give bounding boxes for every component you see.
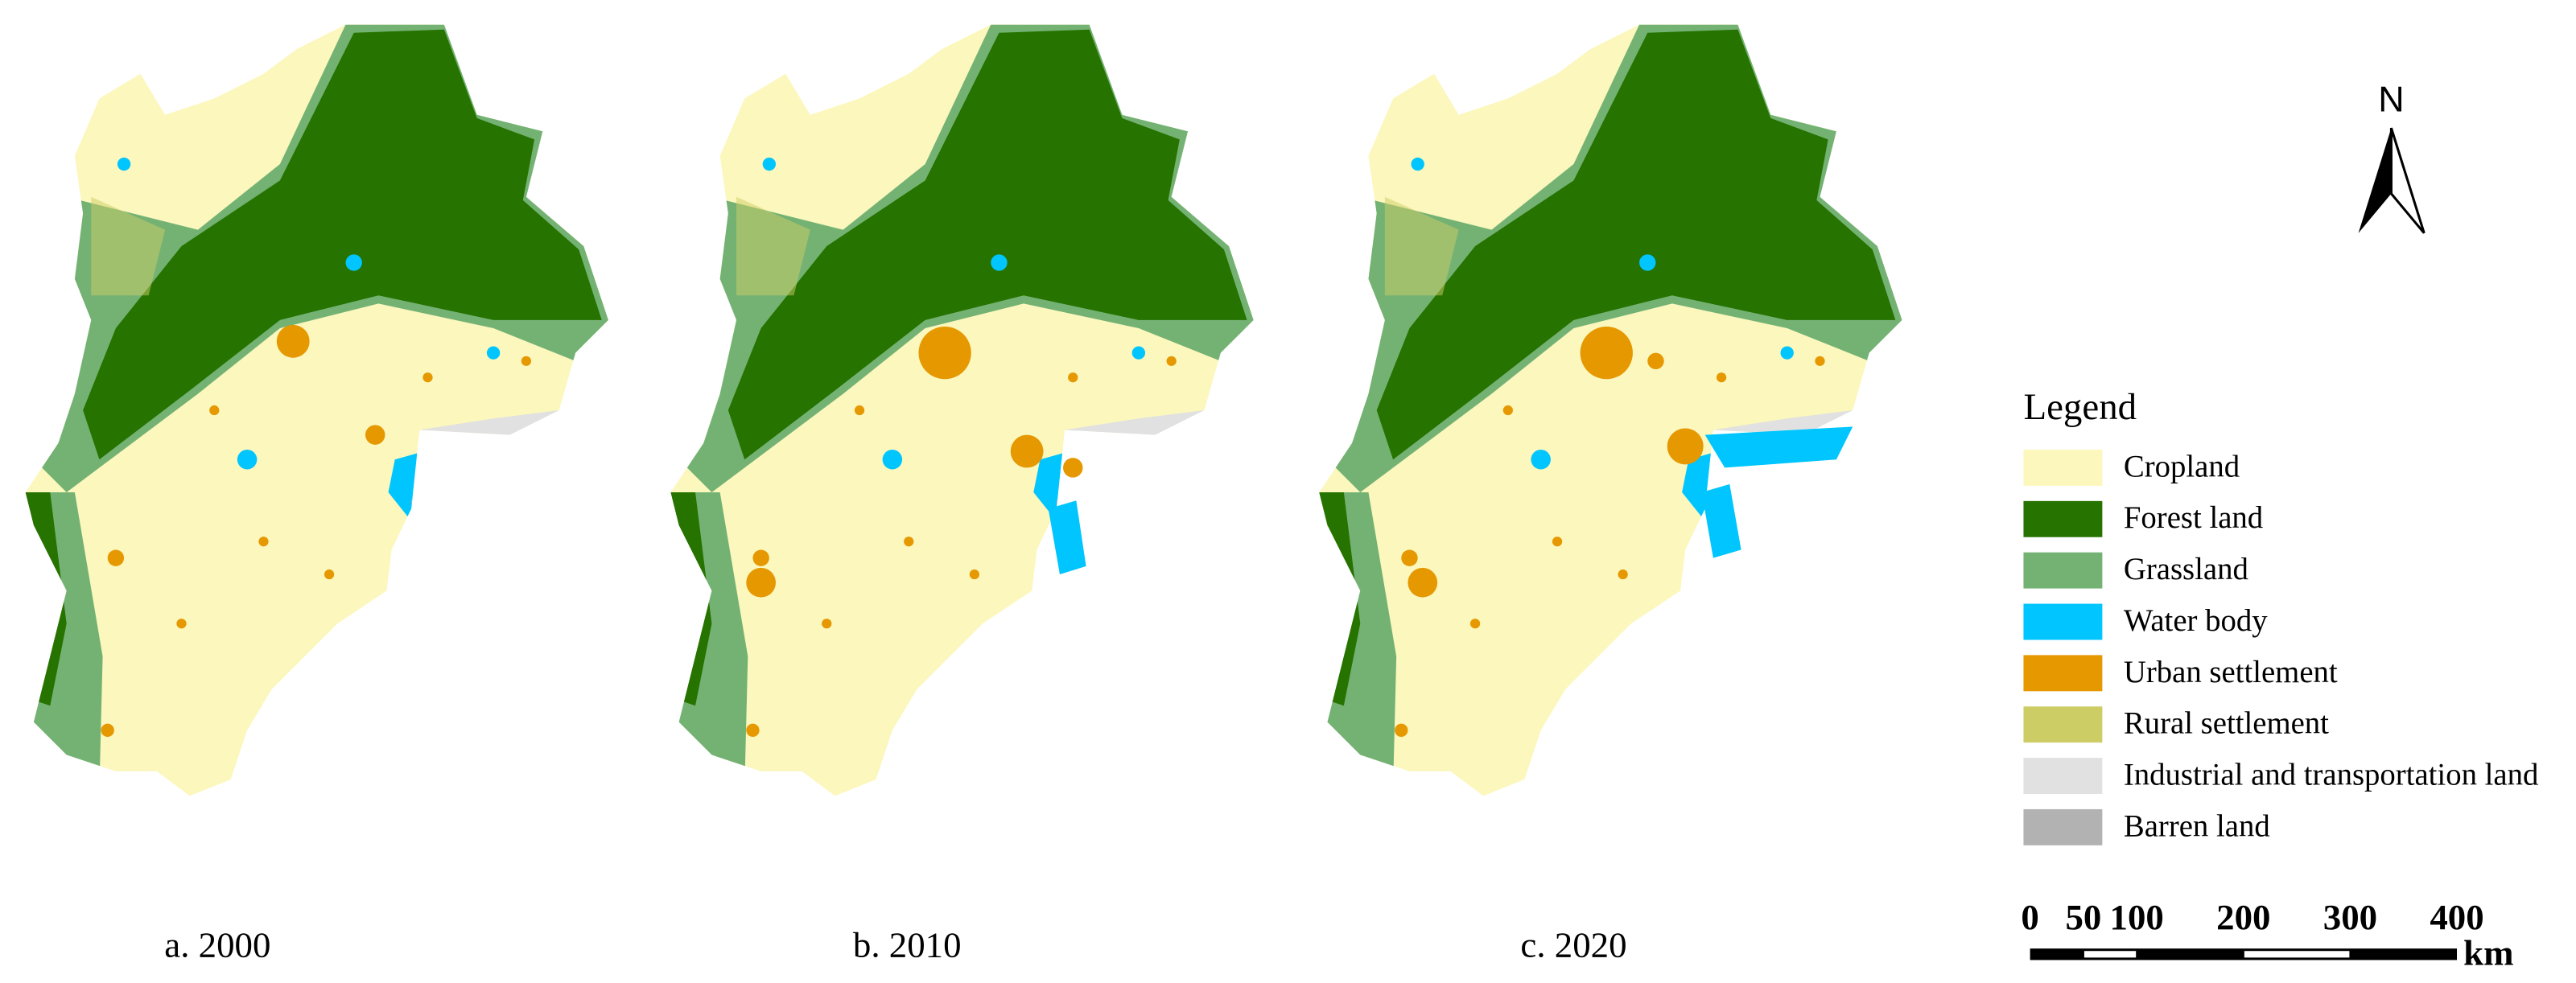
map-2020 [1295, 16, 1919, 796]
scale-tick-label: 0 [2021, 897, 2038, 937]
legend-label: Barren land [2124, 808, 2270, 843]
scale-tick-label: 50 [2065, 897, 2101, 937]
map-caption: a. 2000 [164, 924, 270, 964]
legend-swatch [2023, 500, 2103, 537]
legend-swatch [2023, 808, 2103, 845]
north-arrow: N [2358, 78, 2426, 234]
legend: Cropland Forest land Grassland Water body Ur… [2023, 449, 2538, 845]
legend-label: Grassland [2124, 552, 2248, 586]
map-caption: b. 2010 [853, 924, 962, 964]
scale-segment [2244, 951, 2350, 958]
scale-outline [2030, 948, 2458, 960]
legend-swatch [2023, 655, 2103, 692]
map-2010 [646, 16, 1270, 796]
north-label: N [2378, 78, 2404, 119]
legend-label: Forest land [2124, 500, 2263, 535]
map-caption: c. 2020 [1520, 924, 1626, 964]
scale-segment [2137, 951, 2243, 958]
legend-label: Water body [2124, 603, 2268, 638]
legend-swatch [2023, 552, 2103, 589]
legend-label: Rural settlement [2124, 706, 2329, 741]
legend-swatch [2023, 603, 2103, 640]
legend-swatch [2023, 449, 2103, 486]
map-2000 [1, 16, 624, 796]
legend-swatch [2023, 706, 2103, 743]
legend-title: Legend [2023, 386, 2137, 428]
scale-tick-label: 300 [2323, 897, 2377, 937]
scale-tick-label: 400 [2430, 897, 2483, 937]
scale-segment [2030, 951, 2083, 958]
legend-label: Industrial and transportation land [2124, 757, 2538, 792]
scale-segment [2351, 951, 2457, 958]
legend-label: Urban settlement [2124, 655, 2338, 689]
scale-segment [2083, 951, 2137, 958]
scale-unit: km [2463, 933, 2513, 973]
legend-swatch [2023, 758, 2103, 794]
scale-tick-label: 100 [2110, 897, 2164, 937]
legend-label: Cropland [2124, 449, 2240, 483]
scale-tick-label: 200 [2216, 897, 2270, 937]
